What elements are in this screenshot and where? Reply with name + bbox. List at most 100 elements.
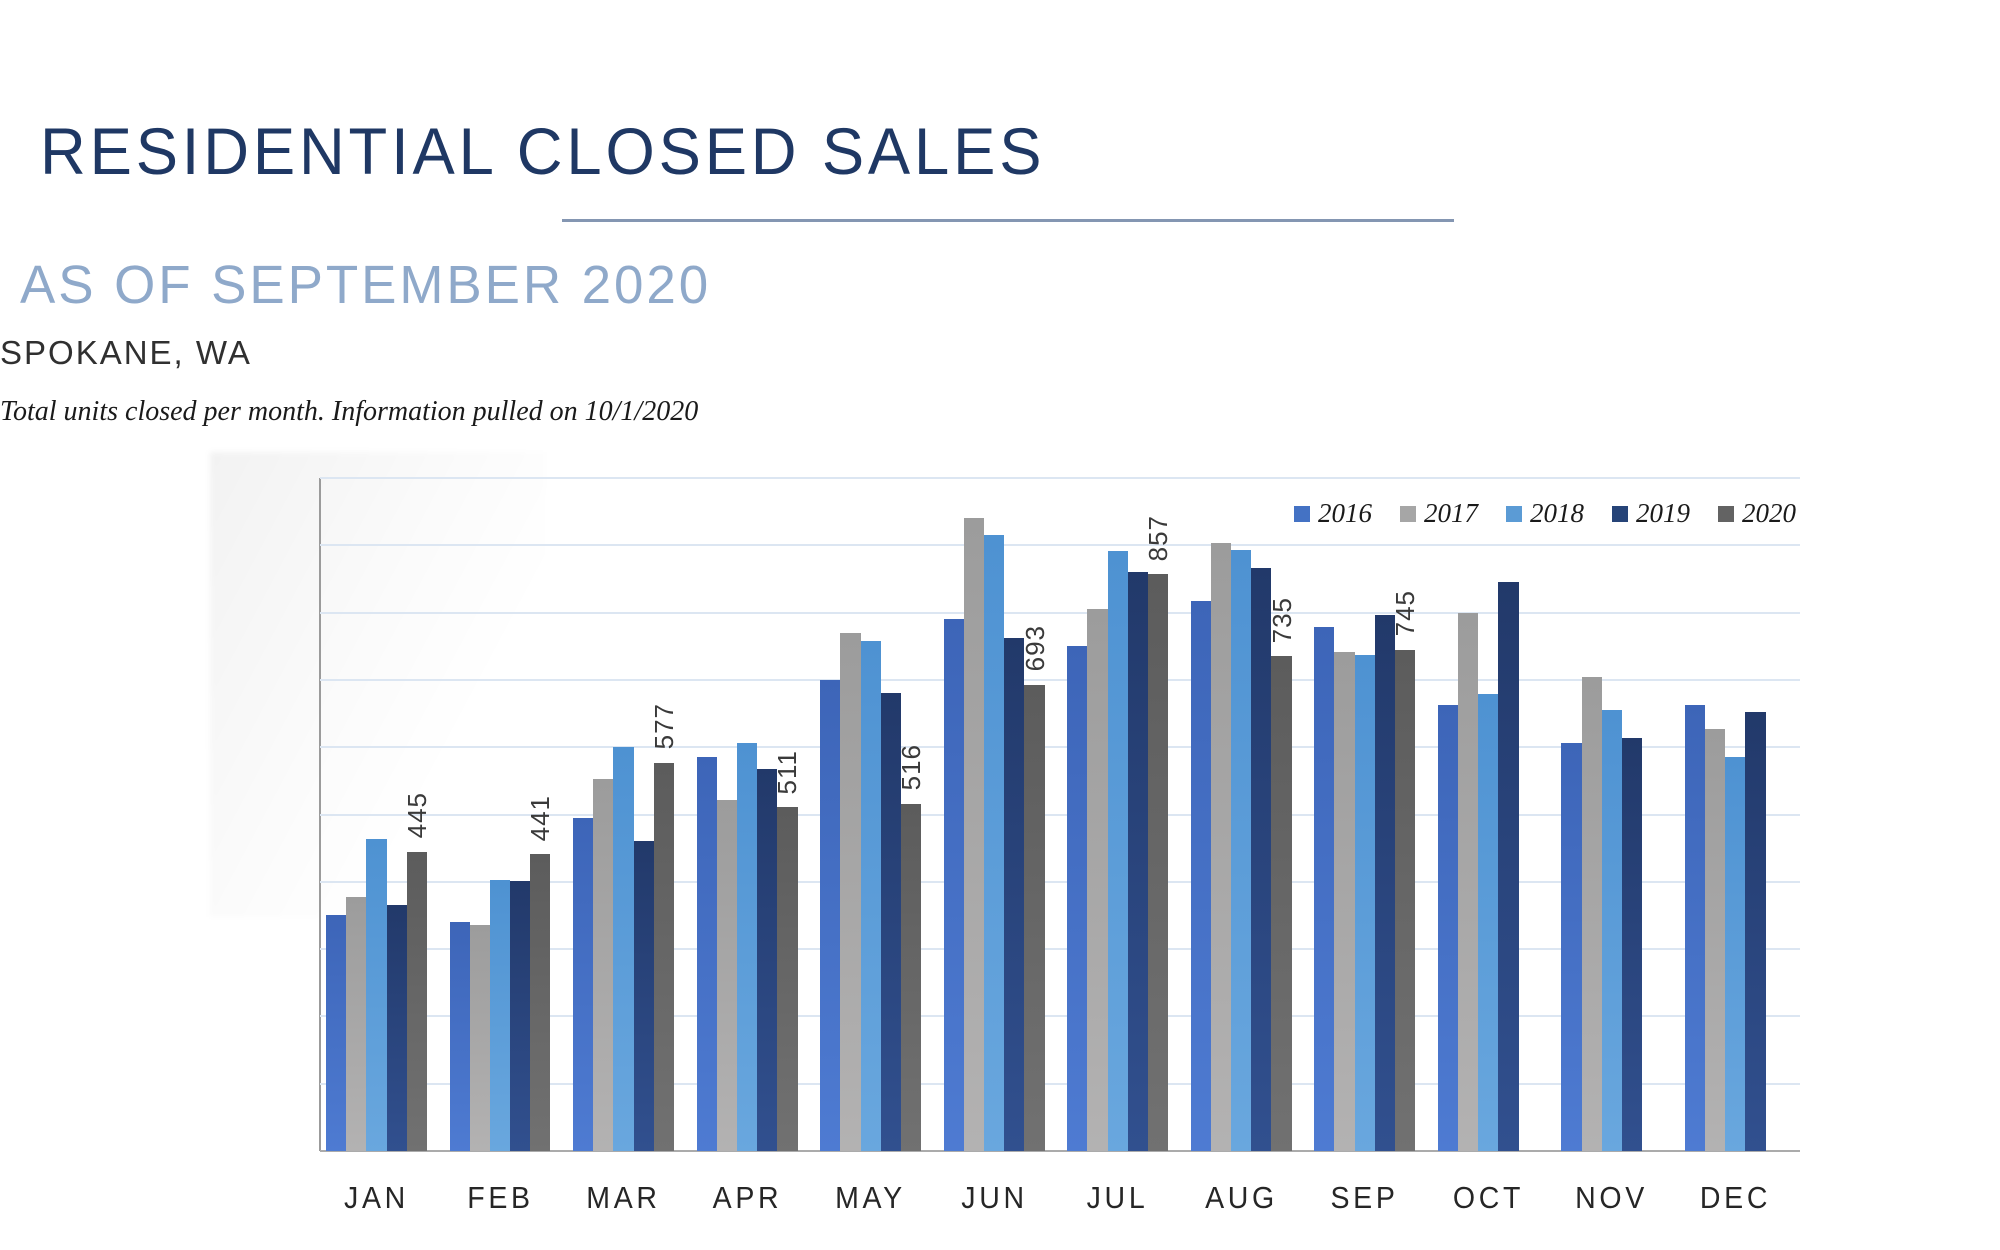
bar-slot-2016-may <box>820 478 841 1151</box>
bar-2017-may <box>840 632 861 1151</box>
bar-slot-2016-oct <box>1437 478 1458 1151</box>
bar-2016-jan <box>326 914 347 1151</box>
x-tick-aug: AUG <box>1204 1180 1278 1215</box>
legend-item-2017: 2017 <box>1400 500 1478 527</box>
gridline-400 <box>320 880 1800 883</box>
bar-2020-mar <box>653 762 674 1151</box>
bar-slot-2019-jan <box>386 478 407 1151</box>
bar-slot-2020-feb: 441 <box>525 478 556 1151</box>
bar-slot-2018-apr <box>736 478 758 1151</box>
bar-slot-2017-aug <box>1210 478 1232 1151</box>
bar-value-label-2020-jun: 693 <box>1019 625 1050 672</box>
plot-area: 445 441 577 511 516 693 857 735 745 2016 2017 2018… <box>319 477 1800 1152</box>
bar-2018-jun <box>984 534 1005 1151</box>
month-group-jun: 693 <box>943 478 1050 1151</box>
bar-2020-jun <box>1024 684 1045 1151</box>
bar-2017-apr <box>716 799 737 1151</box>
bar-2018-jan <box>366 838 387 1151</box>
bar-value-label-2020-apr: 511 <box>772 749 803 795</box>
bar-slot-2018-sep <box>1354 478 1375 1151</box>
bar-2017-jan <box>346 896 367 1151</box>
bar-2020-jul <box>1147 574 1169 1151</box>
page-title: RESIDENTIAL CLOSED SALES <box>40 114 1046 188</box>
month-group-jan: 445 <box>326 478 432 1151</box>
legend-item-2019: 2019 <box>1612 500 1690 527</box>
bar-slot-2018-jan <box>366 478 387 1151</box>
bar-slot-2016-jun <box>943 478 964 1151</box>
bar-value-label-2020-sep: 745 <box>1390 590 1421 637</box>
bar-slot-2020-oct <box>1519 478 1539 1151</box>
bar-2017-sep <box>1334 651 1355 1151</box>
month-group-may: 516 <box>820 478 926 1151</box>
bar-value-label-2020-aug: 735 <box>1266 596 1297 644</box>
bar-slot-2020-aug: 735 <box>1267 478 1297 1151</box>
bar-slot-2020-sep: 745 <box>1390 478 1421 1151</box>
bar-slot-2019-jul <box>1127 478 1148 1151</box>
bar-slot-2016-jul <box>1067 478 1088 1151</box>
gridline-300 <box>320 948 1800 951</box>
x-tick-dec: DEC <box>1699 1180 1771 1215</box>
bar-2016-feb <box>449 921 470 1151</box>
bar-slot-2016-apr <box>696 478 717 1151</box>
bar-slot-2018-dec <box>1725 478 1746 1151</box>
bar-slot-2019-feb <box>510 478 531 1151</box>
bar-2016-dec <box>1684 704 1706 1151</box>
bar-slot-2018-feb <box>489 478 511 1151</box>
bar-2019-nov <box>1621 737 1643 1151</box>
bar-slot-2019-nov <box>1621 478 1643 1151</box>
bar-slot-2018-oct <box>1478 478 1499 1151</box>
bar-slot-2020-mar: 577 <box>649 478 679 1151</box>
bar-slot-2016-jan <box>326 478 347 1151</box>
legend: 2016 2017 2018 2019 2020 <box>1294 500 1796 527</box>
x-tick-jun: JUN <box>960 1180 1028 1215</box>
bar-2019-oct <box>1498 582 1519 1151</box>
bar-2017-jun <box>963 517 985 1151</box>
bar-slot-2017-may <box>840 478 861 1151</box>
bar-2020-aug <box>1271 656 1292 1151</box>
bar-slot-2019-mar <box>633 478 654 1151</box>
month-group-feb: 441 <box>449 478 556 1151</box>
bar-2018-apr <box>736 742 758 1151</box>
legend-swatch-2018 <box>1506 505 1522 522</box>
legend-swatch-2016 <box>1294 505 1310 522</box>
bar-2018-jul <box>1107 550 1128 1151</box>
bar-slot-2016-mar <box>573 478 594 1151</box>
location-label: SPOKANE, WA <box>0 334 252 371</box>
x-axis-labels: JAN FEB MAR APR MAY JUN JUL AUG SEP OCT NOV DEC <box>320 1180 1800 1216</box>
bar-slot-2017-dec <box>1705 478 1726 1151</box>
bar-slot-2016-dec <box>1684 478 1706 1151</box>
x-tick-mar: MAR <box>586 1180 661 1215</box>
bar-slot-2020-apr: 511 <box>772 478 803 1151</box>
bar-2018-nov <box>1601 710 1622 1151</box>
x-tick-sep: SEP <box>1330 1180 1399 1215</box>
bar-2017-dec <box>1705 729 1726 1151</box>
bar-value-label-2020-jul: 857 <box>1143 514 1174 562</box>
bar-slot-2019-oct <box>1498 478 1519 1151</box>
legend-label-2016: 2016 <box>1318 498 1372 528</box>
footnote: Total units closed per month. Informatio… <box>0 396 699 427</box>
x-tick-jul: JUL <box>1086 1180 1149 1215</box>
bar-2016-sep <box>1314 627 1335 1151</box>
bar-slot-2018-aug <box>1231 478 1252 1151</box>
legend-swatch-2019 <box>1612 505 1628 522</box>
bar-2017-feb <box>469 924 490 1151</box>
bar-2017-mar <box>593 778 614 1151</box>
bar-2019-aug <box>1251 568 1272 1151</box>
bar-slot-2017-mar <box>593 478 614 1151</box>
x-tick-nov: NOV <box>1575 1180 1649 1215</box>
month-group-mar: 577 <box>573 478 679 1151</box>
month-group-dec <box>1684 478 1786 1151</box>
x-tick-jan: JAN <box>344 1180 409 1215</box>
gridline-200 <box>320 1015 1800 1018</box>
bar-slot-2020-jan: 445 <box>402 478 432 1151</box>
bar-2020-feb <box>530 854 551 1151</box>
legend-label-2017: 2017 <box>1424 498 1478 528</box>
month-group-jul: 857 <box>1067 478 1174 1151</box>
bar-slot-2019-may <box>880 478 901 1151</box>
month-group-apr: 511 <box>696 478 803 1151</box>
bar-slot-2017-jun <box>963 478 985 1151</box>
bar-2018-sep <box>1354 655 1375 1151</box>
bar-value-label-2020-feb: 441 <box>525 794 556 842</box>
month-group-oct <box>1437 478 1539 1151</box>
bar-2016-oct <box>1437 704 1458 1151</box>
